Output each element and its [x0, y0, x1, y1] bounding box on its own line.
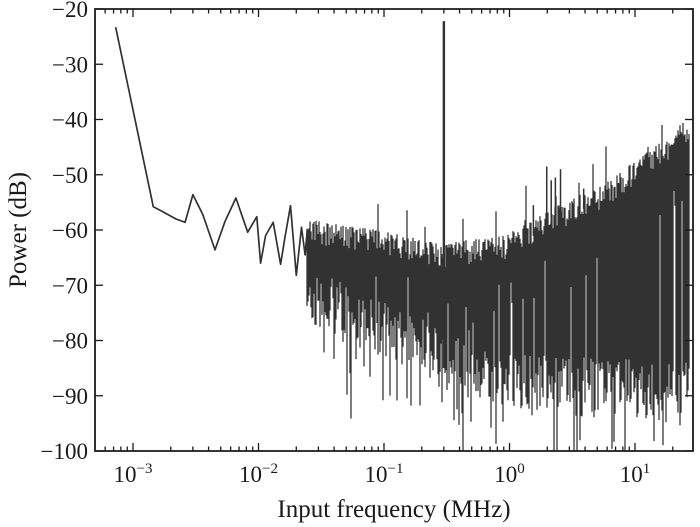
noise-band — [306, 122, 690, 451]
y-axis-title: Power (dB) — [5, 172, 32, 288]
x-tick-label: 10−3 — [114, 461, 153, 487]
y-tick-label: −20 — [52, 0, 88, 22]
y-tick-label: −40 — [52, 108, 88, 133]
y-tick-label: −100 — [41, 439, 88, 464]
axis-ticks — [95, 8, 693, 452]
y-tick-label: −80 — [52, 329, 88, 354]
x-tick-label: 10−1 — [365, 461, 404, 487]
x-tick-label: 10−2 — [239, 461, 278, 487]
y-tick-label: −70 — [52, 273, 88, 298]
x-tick-label: 100 — [494, 461, 525, 487]
low-freq-trace — [114, 26, 309, 277]
y-tick-label: −60 — [52, 218, 88, 243]
x-axis-title: Input frequency (MHz) — [277, 496, 510, 523]
tick-labels: 10−3 10−2 10−1 100 101 −20 −30 −40 −50 −60 −70 −80 −… — [41, 0, 651, 487]
x-tick-label: 101 — [620, 461, 651, 487]
spectrum-trace — [114, 21, 690, 451]
y-tick-label: −90 — [52, 384, 88, 409]
y-tick-label: −30 — [52, 52, 88, 77]
y-tick-label: −50 — [52, 163, 88, 188]
